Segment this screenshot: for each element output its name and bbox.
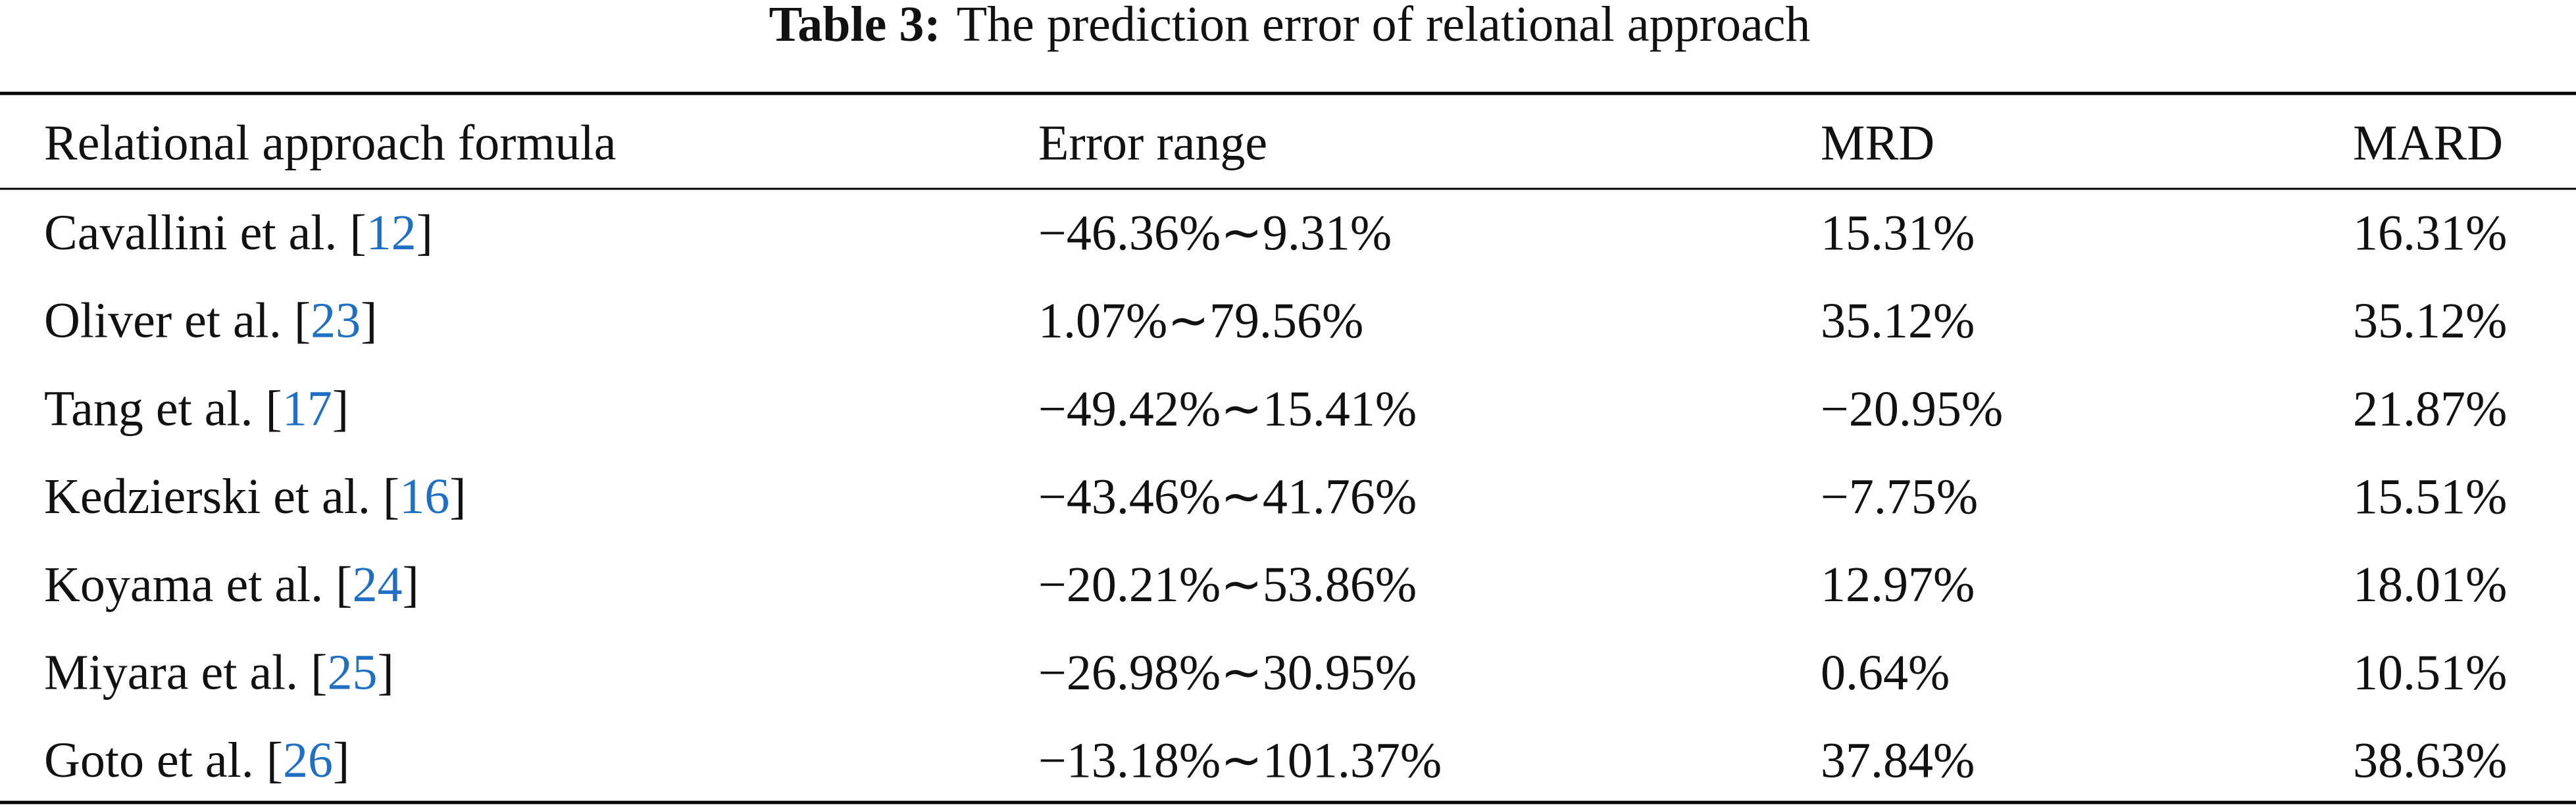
- citation-link: 25: [327, 645, 377, 700]
- error-range-cell: −20.21%∼53.86%: [1038, 557, 1417, 612]
- error-range-cell: −49.42%∼15.41%: [1038, 381, 1417, 437]
- citation-link: 23: [311, 293, 361, 349]
- caption-text: The prediction error of relational appro…: [957, 0, 1811, 52]
- mard-cell: 38.63%: [2353, 733, 2507, 789]
- mard-cell: 35.12%: [2353, 293, 2507, 349]
- mrd-cell: 0.64%: [1821, 645, 1950, 700]
- formula-cell: Goto et al. [26]: [44, 733, 349, 789]
- mard-cell: 10.51%: [2353, 645, 2507, 700]
- mrd-cell: −7.75%: [1821, 470, 1978, 525]
- formula-text: Tang et al. [: [44, 381, 282, 437]
- error-range-cell: −26.98%∼30.95%: [1038, 645, 1417, 700]
- formula-cell: Oliver et al. [23]: [44, 293, 377, 349]
- mard-cell: 16.31%: [2353, 205, 2507, 260]
- formula-text: ]: [402, 557, 418, 612]
- formula-text: ]: [377, 645, 393, 700]
- header-cell: Relational approach formula: [44, 115, 616, 170]
- mard-cell: 15.51%: [2353, 470, 2507, 525]
- error-range-cell: 1.07%∼79.56%: [1038, 293, 1363, 349]
- mrd-cell: 15.31%: [1821, 205, 1975, 260]
- mrd-cell: 37.84%: [1821, 733, 1975, 789]
- formula-text: Cavallini et al. [: [44, 205, 366, 260]
- formula-text: Miyara et al. [: [44, 645, 327, 700]
- error-range-cell: −43.46%∼41.76%: [1038, 470, 1417, 525]
- citation-link: 17: [282, 381, 332, 437]
- mrd-cell: −20.95%: [1821, 381, 2003, 437]
- caption-label: Table 3:: [769, 0, 941, 52]
- citation-link: 12: [366, 205, 417, 260]
- formula-text: ]: [332, 381, 349, 437]
- formula-text: Koyama et al. [: [44, 557, 352, 612]
- error-range-cell: −46.36%∼9.31%: [1038, 205, 1392, 260]
- header-cell: MRD: [1821, 115, 1934, 170]
- formula-cell: Miyara et al. [25]: [44, 645, 394, 700]
- formula-cell: Tang et al. [17]: [44, 381, 349, 437]
- formula-text: ]: [333, 733, 349, 789]
- formula-cell: Kedzierski et al. [16]: [44, 470, 467, 525]
- formula-text: ]: [417, 205, 433, 260]
- formula-text: Oliver et al. [: [44, 293, 311, 349]
- mard-cell: 21.87%: [2353, 381, 2507, 437]
- formula-text: ]: [361, 293, 377, 349]
- citation-link: 24: [352, 557, 402, 612]
- formula-cell: Koyama et al. [24]: [44, 557, 419, 612]
- formula-text: Goto et al. [: [44, 733, 283, 789]
- mard-cell: 18.01%: [2353, 557, 2507, 612]
- header-cell: MARD: [2353, 115, 2503, 170]
- formula-cell: Cavallini et al. [12]: [44, 205, 433, 260]
- mrd-cell: 12.97%: [1821, 557, 1975, 612]
- formula-text: ]: [449, 470, 466, 525]
- error-range-cell: −13.18%∼101.37%: [1038, 733, 1442, 789]
- citation-link: 26: [283, 733, 333, 789]
- table-caption: Table 3: The prediction error of relation…: [769, 0, 1811, 52]
- mrd-cell: 35.12%: [1821, 293, 1975, 349]
- citation-link: 16: [399, 470, 449, 525]
- formula-text: Kedzierski et al. [: [44, 470, 399, 525]
- header-cell: Error range: [1038, 115, 1267, 170]
